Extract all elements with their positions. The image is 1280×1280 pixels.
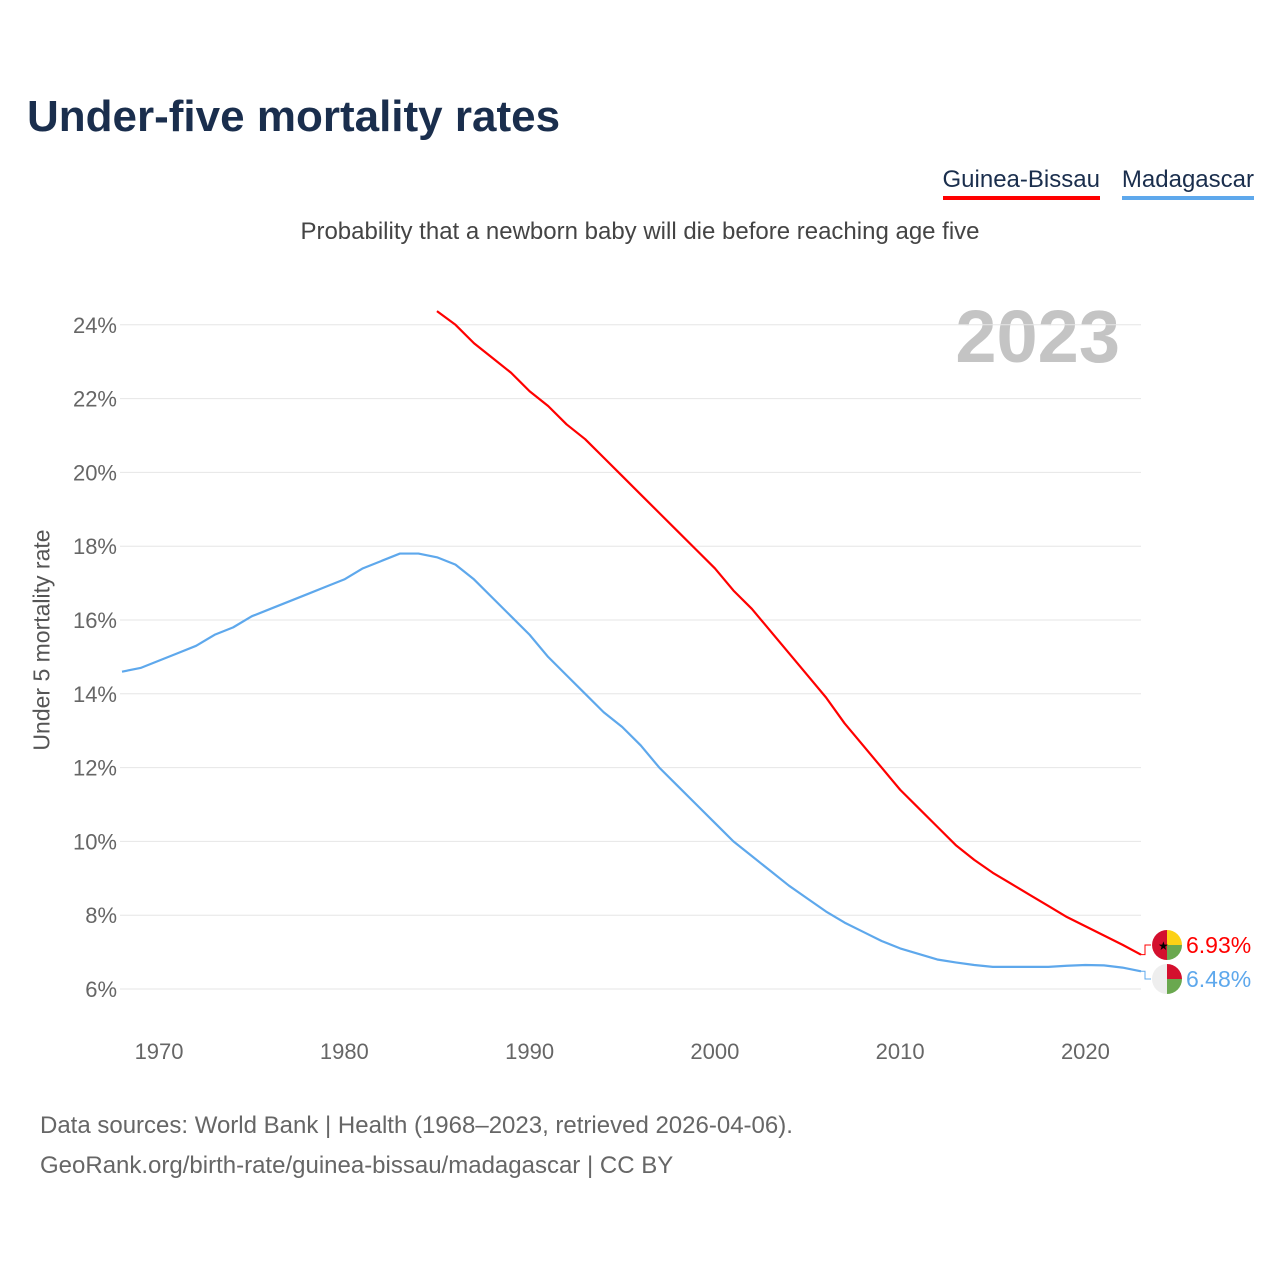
x-tick-label: 1990: [505, 1039, 554, 1064]
legend-item-madagascar[interactable]: Madagascar: [1121, 166, 1254, 200]
y-tick-label: 24%: [73, 313, 117, 338]
data-source-text: Data sources: World Bank | Health (1968–…: [40, 1112, 793, 1139]
leader-line: [1141, 970, 1151, 980]
x-tick-label: 1970: [135, 1039, 184, 1064]
y-tick-label: 18%: [73, 534, 117, 559]
chart-subtitle: Probability that a newborn baby will die…: [300, 218, 980, 245]
flag-part: [1167, 964, 1182, 979]
flag-part: [1167, 930, 1182, 945]
x-tick-label: 2020: [1061, 1039, 1110, 1064]
series-line-madagascar: [121, 552, 1142, 973]
y-tick-label: 16%: [73, 608, 117, 633]
leader-line: [1141, 944, 1151, 956]
end-value-label: 6.48%: [1186, 966, 1251, 992]
legend-item-guinea-bissau[interactable]: Guinea-Bissau: [942, 166, 1100, 200]
y-tick-label: 10%: [73, 829, 117, 854]
end-value-label: 6.93%: [1186, 932, 1251, 958]
flag-part: [1167, 945, 1182, 960]
y-tick-label: 20%: [73, 460, 117, 485]
flag-madagascar-icon: [1152, 964, 1167, 994]
chart-title: Under-five mortality rates: [27, 92, 561, 141]
flag-part: [1167, 979, 1182, 994]
x-tick-label: 2010: [876, 1039, 925, 1064]
series-line-guinea-bissau: [436, 310, 1142, 956]
y-tick-label: 12%: [73, 756, 117, 781]
y-tick-label: 22%: [73, 387, 117, 412]
footer: Data sources: World Bank | Health (1968–…: [40, 1106, 793, 1186]
x-tick-label: 1980: [320, 1039, 369, 1064]
y-tick-label: 6%: [85, 977, 117, 1002]
source-link[interactable]: GeoRank.org/birth-rate/guinea-bissau/mad…: [40, 1152, 674, 1179]
year-watermark: 2023: [955, 295, 1120, 378]
flag-guinea-bissau-icon: [1152, 930, 1167, 960]
star-icon: ★: [1158, 939, 1169, 953]
legend: Guinea-Bissau Madagascar: [942, 166, 1254, 200]
y-tick-label: 8%: [85, 903, 117, 928]
x-tick-label: 2000: [690, 1039, 739, 1064]
y-tick-label: 14%: [73, 682, 117, 707]
